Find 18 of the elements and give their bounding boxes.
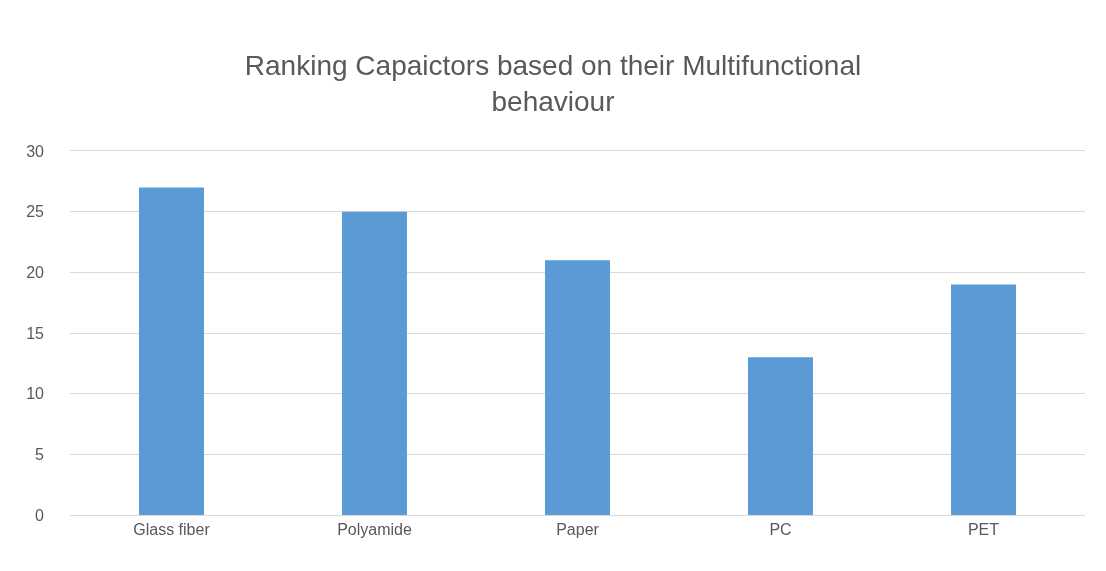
y-tick-label: 10 (26, 385, 45, 403)
y-tick-label: 0 (35, 506, 45, 524)
x-tick-label: PC (769, 521, 792, 539)
x-tick-label: Polyamide (337, 521, 412, 539)
bar (342, 211, 407, 515)
bar (139, 187, 204, 515)
chart-title: Ranking Capaictors based on their Multifunctional behaviour (244, 50, 862, 118)
y-tick-label: 30 (26, 142, 45, 160)
y-tick-label: 20 (26, 263, 45, 281)
y-tick-label: 5 (35, 445, 45, 463)
bar (951, 284, 1016, 515)
bar (545, 260, 610, 515)
x-tick-label: Paper (556, 521, 600, 539)
bar (748, 357, 813, 515)
y-tick-label: 25 (26, 203, 45, 221)
y-tick-label: 15 (26, 324, 45, 342)
x-tick-label: PET (967, 521, 1000, 539)
x-tick-label: Glass fiber (133, 521, 211, 539)
